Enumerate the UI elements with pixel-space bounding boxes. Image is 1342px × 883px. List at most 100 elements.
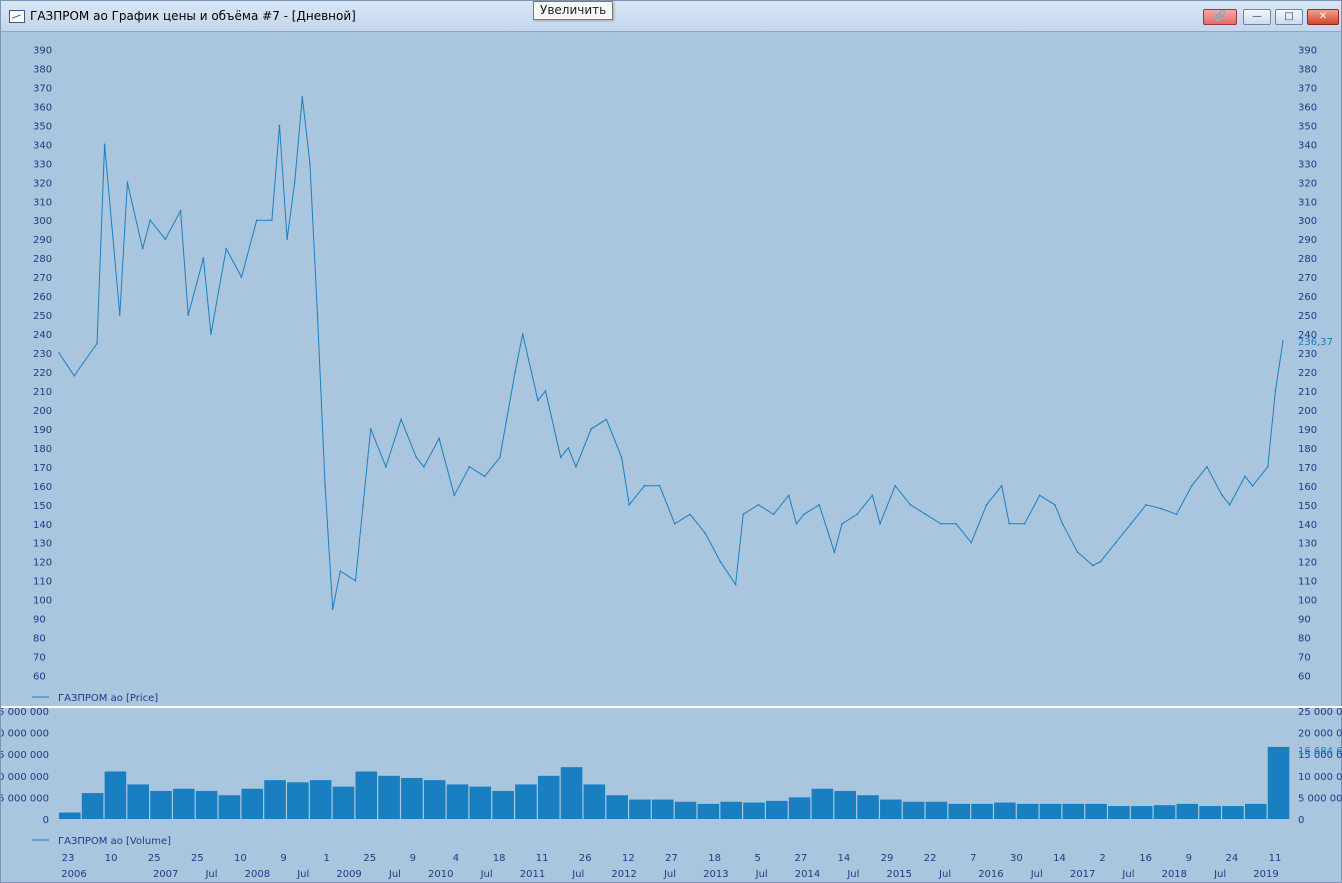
price-point [1274,390,1277,392]
price-point [734,583,737,586]
price-point [179,209,182,212]
price-ytick-left: 250 [33,311,52,322]
price-ytick-right: 370 [1298,83,1317,94]
price-ytick-right: 210 [1298,387,1317,398]
x-tick-day: 14 [838,853,851,864]
x-tick-period: 2007 [153,869,178,880]
price-point [1023,522,1026,525]
price-point [521,333,524,335]
price-point [871,494,874,497]
price-point [286,238,288,240]
x-tick-day: 4 [453,853,459,864]
price-ytick-right: 150 [1298,501,1317,512]
price-point [255,219,258,222]
volume-bar [811,788,834,819]
price-point [772,513,775,516]
price-ytick-left: 370 [33,83,52,94]
x-tick-period: 2017 [1070,869,1095,880]
price-ytick-right: 110 [1298,577,1317,588]
x-tick-day: 16 [1139,853,1152,864]
volume-ytick-left: 5 000 000 [1,707,49,718]
volume-bar [720,801,742,819]
price-volume-chart[interactable]: 6070809010011012013014015016017018019020… [1,31,1342,883]
price-ytick-left: 230 [33,349,52,360]
price-point [293,181,296,184]
x-tick-period: 2014 [795,869,820,880]
price-point [468,466,471,468]
volume-ytick-left: 0 000 000 [1,729,49,740]
volume-ytick-right: 15 000 000 [1298,750,1342,761]
volume-legend-label: ГАЗПРОМ ао [Volume] [58,836,171,847]
price-point [833,551,836,554]
price-ytick-right: 200 [1298,406,1317,417]
title-bar[interactable]: ГАЗПРОМ ао График цены и объёма #7 - [Дн… [1,1,1341,32]
price-point [1160,507,1163,510]
x-tick-day: 9 [1186,853,1192,864]
price-point [742,513,745,516]
price-point [970,541,973,544]
price-ytick-left: 80 [33,634,46,645]
price-point [73,374,76,377]
x-tick-period: Jul [388,869,401,880]
price-point [985,503,988,506]
price-point [940,522,942,525]
price-ytick-right: 90 [1298,615,1311,626]
chart-window-icon [9,10,25,23]
x-tick-period: 2010 [428,869,453,880]
price-point [339,570,342,572]
x-tick-day: 27 [794,853,807,864]
price-point [210,333,212,335]
volume-bar [59,812,81,819]
volume-bar [994,802,1016,819]
x-tick-period: Jul [296,869,309,880]
price-ytick-right: 230 [1298,349,1317,360]
minimize-button[interactable]: — [1243,9,1271,25]
price-point [1008,522,1011,525]
volume-bar [492,790,514,819]
volume-bar [332,786,355,819]
price-point [58,352,60,354]
price-ytick-left: 120 [33,558,52,569]
volume-bar [309,780,332,819]
volume-bar [1267,746,1290,819]
volume-bar [241,788,264,819]
volume-bar [857,795,879,819]
price-ytick-left: 310 [33,197,52,208]
volume-bar [1199,806,1221,819]
price-ytick-left: 200 [33,406,52,417]
price-ytick-right: 100 [1298,596,1317,607]
price-point [1099,560,1102,563]
price-point [423,466,425,468]
volume-bar [1108,806,1130,819]
x-tick-day: 26 [579,853,592,864]
price-point [187,314,190,316]
price-ytick-left: 170 [33,463,52,474]
price-point [1076,551,1079,554]
price-point [1175,513,1178,516]
x-tick-period: Jul [480,869,493,880]
x-tick-period: 2018 [1162,869,1187,880]
x-tick-day: 9 [410,853,416,864]
volume-ytick-right: 20 000 000 [1298,729,1342,740]
link-button[interactable]: 🔗 [1203,9,1237,25]
x-tick-day: 25 [191,853,204,864]
close-button[interactable]: ✕ [1307,9,1339,25]
volume-bar [788,797,811,819]
price-point [856,513,859,516]
price-ytick-right: 380 [1298,64,1317,75]
price-point [400,418,402,421]
volume-axis-right: 0 5 000 000 10 000 000 15 000 000 20 000 000… [1298,707,1342,826]
x-tick-day: 1 [323,853,329,864]
volume-ytick-right: 5 000 000 [1298,793,1342,804]
price-point [605,418,608,421]
x-tick-period: Jul [846,869,859,880]
x-tick-period: 2009 [336,869,361,880]
price-point [324,485,326,487]
price-point [119,314,121,316]
price-ytick-right: 180 [1298,444,1317,455]
price-point [514,371,516,373]
price-ytick-right: 390 [1298,45,1317,56]
volume-last-value-label: 16 684 65 [1298,746,1342,757]
price-ytick-right: 70 [1298,653,1311,664]
maximize-button[interactable]: □ [1275,9,1303,25]
